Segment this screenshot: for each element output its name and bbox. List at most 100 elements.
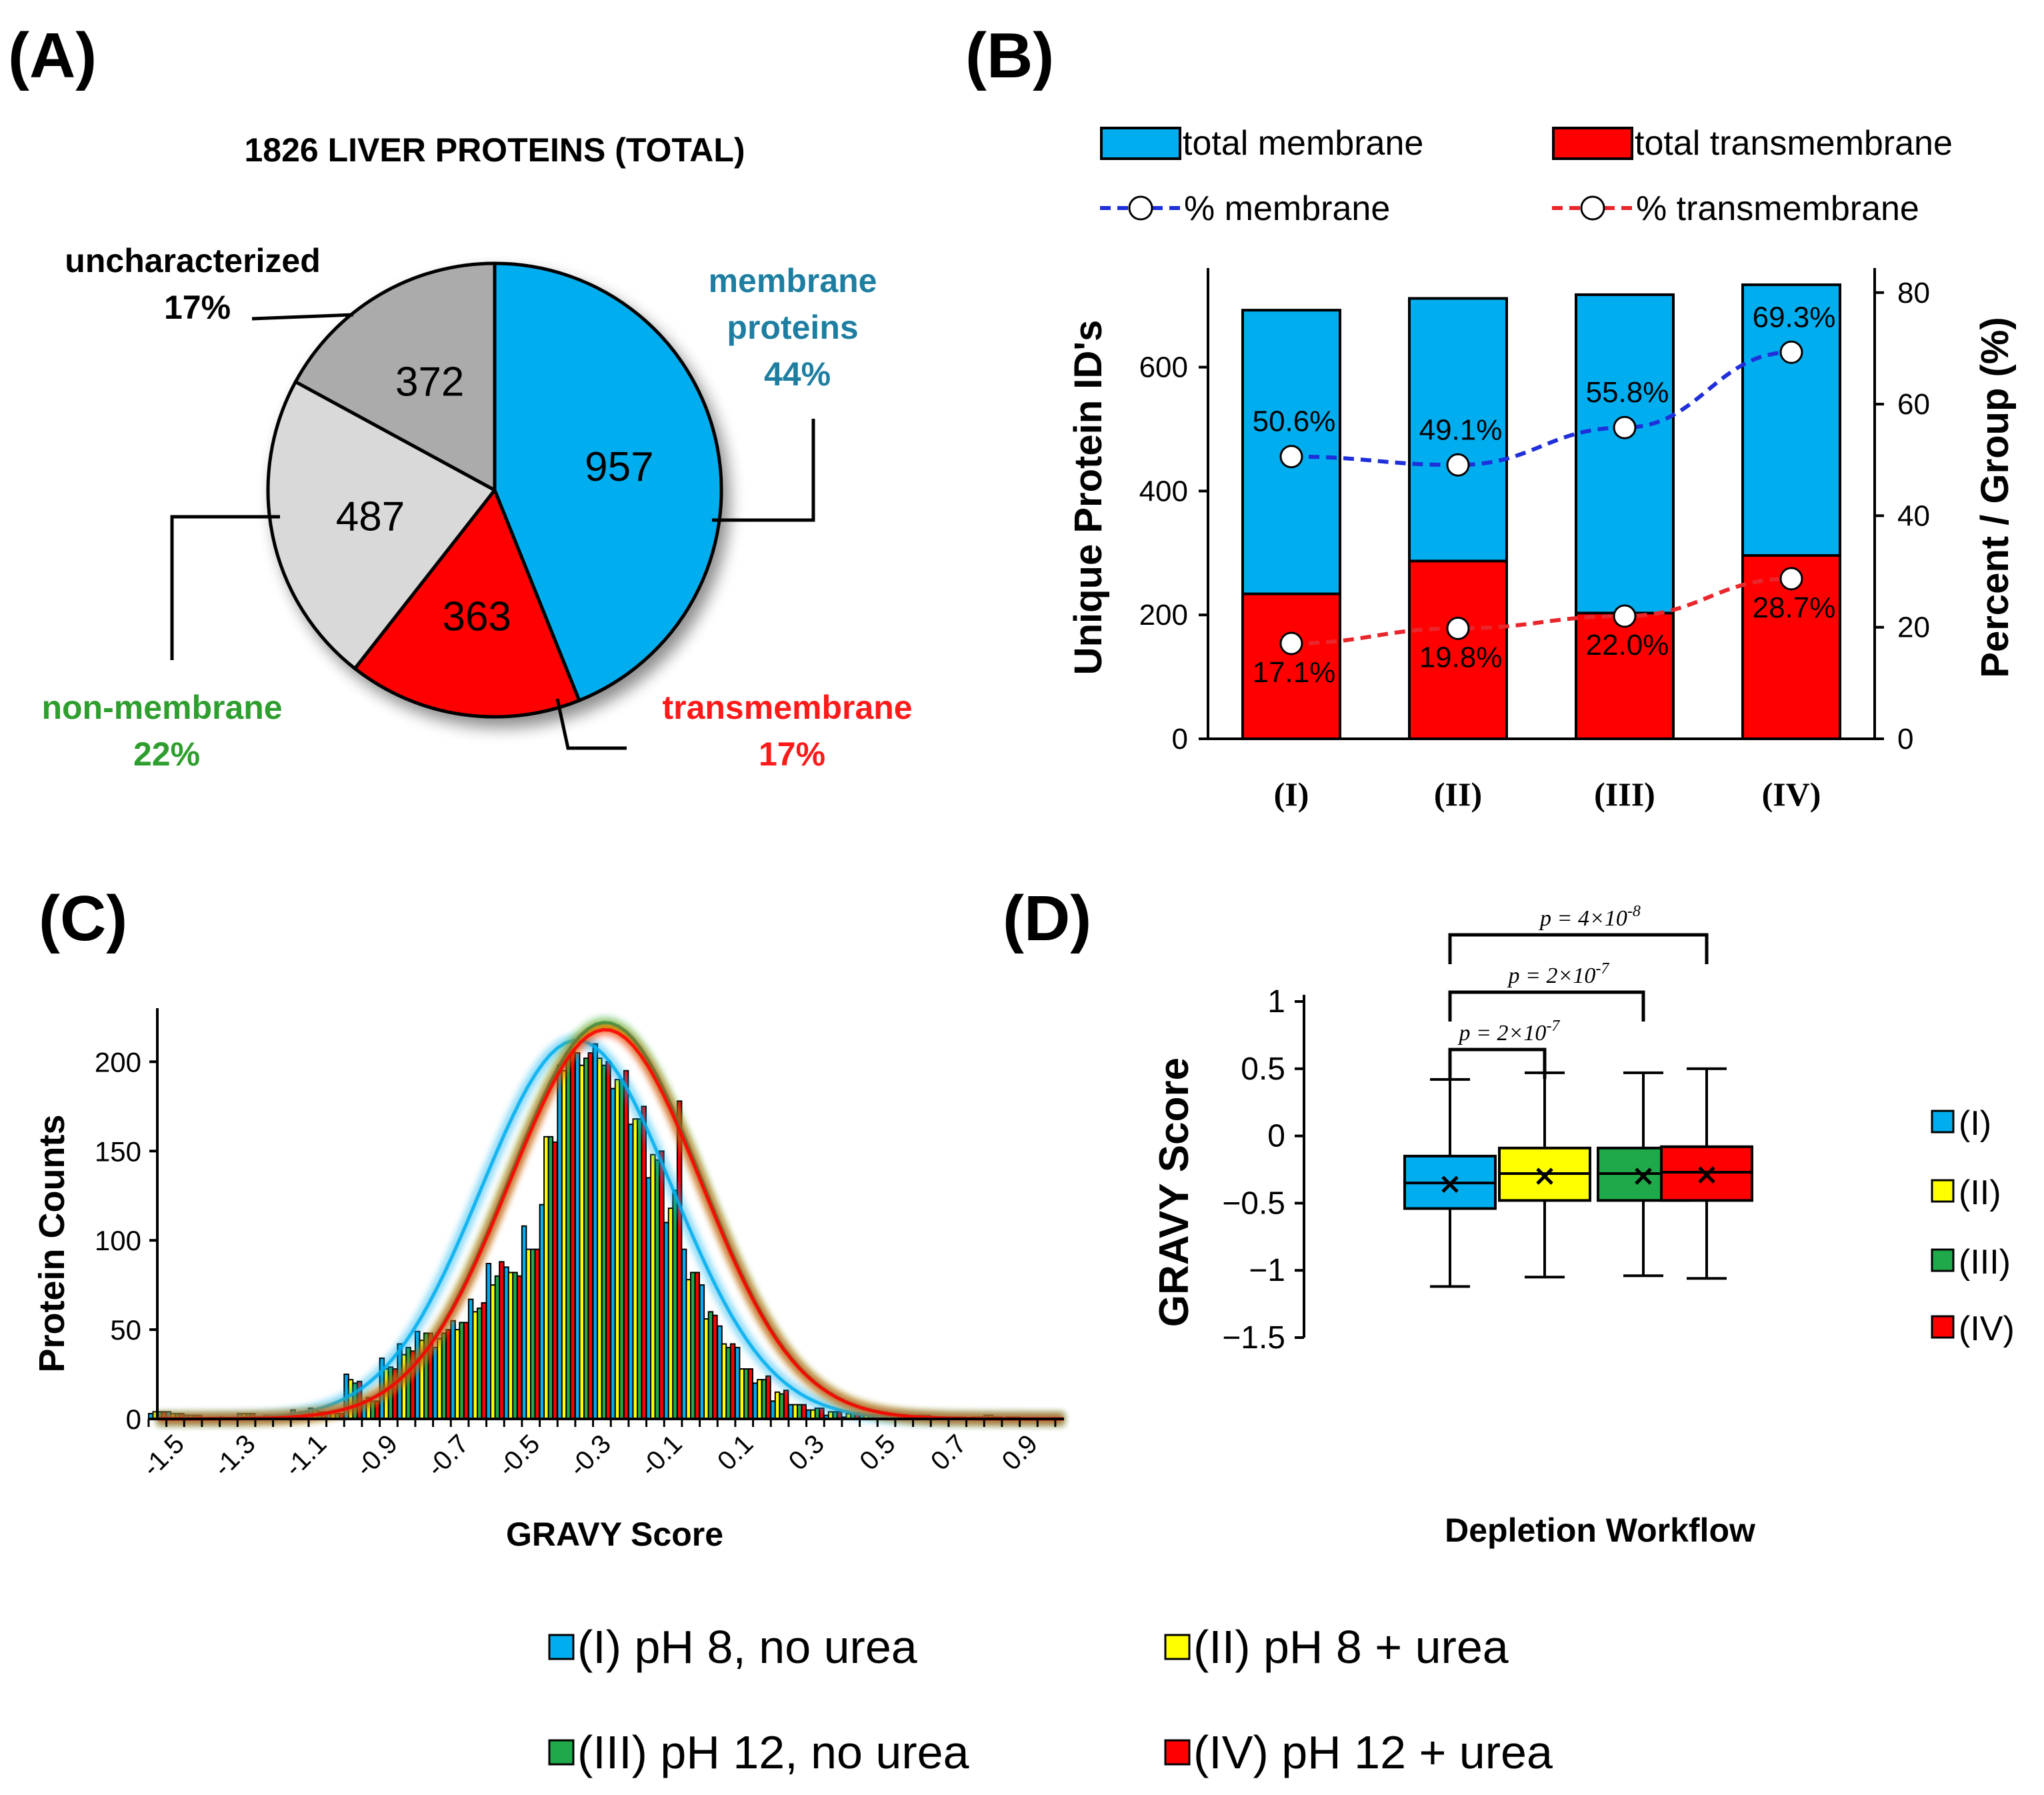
c-xtick-label: -0.7 — [421, 1429, 475, 1482]
c-xtick-label: -0.1 — [635, 1429, 688, 1482]
hist-bar-IV — [712, 1314, 718, 1420]
hist-bar-I — [414, 1330, 421, 1420]
hist-bar-II — [810, 1409, 816, 1420]
pie-slice-uncharacterized — [293, 261, 497, 492]
point--membrane-1 — [1446, 453, 1470, 477]
workflow-legend-swatch-IV — [1164, 1739, 1191, 1766]
workflow-legend: (I) pH 8, no urea (II) pH 8 + urea (III)… — [548, 1621, 1553, 1778]
hist-bar-III — [459, 1322, 465, 1420]
b-ytick-label-right: 20 — [1897, 611, 1930, 644]
panel-d-xlabel: Depletion Workflow — [1445, 1512, 1755, 1549]
legend-label-pct-membrane: % membrane — [1184, 189, 1390, 228]
b-category-label: (III) — [1594, 775, 1655, 813]
hist-bar-I — [521, 1225, 527, 1420]
c-ytick-label: 150 — [95, 1136, 141, 1167]
hist-bar-I — [787, 1404, 794, 1420]
d-legend-swatch-II — [1931, 1179, 1955, 1203]
panel-a-letter: (A) — [8, 20, 97, 91]
d-legend-swatch-IV — [1931, 1315, 1955, 1339]
hist-bar-III — [619, 1079, 625, 1420]
mean-marker-I — [1441, 1176, 1459, 1193]
bar-total-transmembrane-1 — [1408, 559, 1508, 740]
d-legend-label-I: (I) — [1959, 1104, 1991, 1143]
c-xtick-label: -1.3 — [208, 1429, 261, 1482]
hist-bar-IV — [516, 1275, 523, 1420]
workflow-legend-swatch-II — [1164, 1634, 1191, 1660]
significance-bracket — [1448, 1048, 1547, 1079]
legend-label-pct-transmembrane: % transmembrane — [1636, 189, 1919, 228]
b-ytick-label: 400 — [1139, 475, 1188, 507]
workflow-legend-swatch-I — [548, 1634, 575, 1660]
hist-bar-III — [405, 1346, 411, 1420]
panel-d-legend: (I) (II) (III) (IV) — [1931, 1104, 2015, 1348]
pie-title: 1826 LIVER PROTEINS (TOTAL) — [244, 131, 745, 169]
mean-marker-II — [1536, 1168, 1553, 1185]
panel-d-axes: 1 0.5 0 −0.5 −1 −1.5 — [1222, 984, 1305, 1356]
panel-d-ylabel: GRAVY Score — [1151, 1058, 1197, 1327]
d-legend-label-IV: (IV) — [1959, 1310, 2015, 1348]
c-xtick-label: 0.9 — [997, 1429, 1043, 1476]
d-legend-label-III: (III) — [1959, 1243, 2011, 1282]
d-ytick-label: 0.5 — [1241, 1052, 1285, 1087]
workflow-legend-label-III: (III) pH 12, no urea — [577, 1726, 969, 1778]
hist-bar-IV — [445, 1329, 451, 1420]
workflow-legend-label-IV: (IV) pH 12 + urea — [1193, 1726, 1553, 1778]
mean-marker-III — [1635, 1168, 1652, 1185]
point-label: 55.8% — [1586, 376, 1669, 409]
hist-bar-III — [672, 1190, 678, 1420]
line--transmembrane — [1291, 576, 1792, 645]
leader-transmembrane — [555, 698, 627, 750]
point--membrane-3 — [1779, 340, 1803, 364]
bar-total-transmembrane-2 — [1575, 611, 1675, 741]
hist-bar-III — [512, 1272, 518, 1420]
callout-nonmembrane: non-membrane 22% — [41, 689, 291, 773]
hist-bar-IV — [623, 1070, 629, 1420]
fit-curve-IV — [157, 1028, 1064, 1421]
panel-b-ylabel: Unique Protein ID's — [1067, 320, 1110, 675]
c-ytick-label: 100 — [95, 1225, 141, 1256]
c-ytick-label: 200 — [95, 1046, 141, 1078]
hist-bar-IV — [659, 1150, 665, 1420]
p-value-label: p = 2×10-7 — [1458, 1018, 1561, 1046]
hist-bar-II — [437, 1338, 443, 1420]
hist-bar-II — [490, 1284, 496, 1420]
hist-bar-IV — [499, 1261, 505, 1420]
pie-value-labels: 957 363 487 372 — [336, 359, 654, 639]
legend-swatch-total-membrane — [1100, 127, 1181, 160]
legend-label-total-membrane: total membrane — [1183, 124, 1423, 163]
workflow-legend-label-I: (I) pH 8, no urea — [577, 1621, 917, 1673]
point-label: 49.1% — [1419, 413, 1503, 446]
workflow-legend-label-II: (II) pH 8 + urea — [1193, 1621, 1509, 1673]
bar-total-transmembrane-0 — [1241, 592, 1341, 741]
legend-marker-pct-membrane — [1128, 195, 1153, 221]
c-xtick-label: -1.5 — [137, 1429, 190, 1482]
point--transmembrane-0 — [1279, 631, 1303, 655]
hist-bar-IV — [641, 1106, 647, 1420]
hist-bar-IV — [729, 1343, 736, 1420]
b-ytick-label-right: 80 — [1897, 277, 1930, 309]
panel-c-letter: (C) — [39, 883, 127, 954]
pie-leader-lines — [170, 313, 815, 750]
c-xtick-label: -0.3 — [563, 1429, 617, 1482]
hist-bar-III — [725, 1346, 731, 1420]
hist-bar-II — [703, 1318, 709, 1420]
p-value-base: p = 2×10 — [1507, 964, 1596, 988]
panel-b-legend: total membrane total transmembrane % mem… — [1100, 124, 1953, 228]
p-value-label: p = 4×10-8 — [1539, 903, 1641, 931]
pie-slice-non-membrane — [266, 380, 497, 671]
c-xtick-label: -0.5 — [493, 1429, 546, 1482]
hist-bar-II — [543, 1136, 549, 1420]
pie — [266, 261, 723, 719]
d-ytick-label: −1.5 — [1222, 1320, 1285, 1356]
b-ytick-label-right: 40 — [1897, 499, 1930, 532]
line--membrane — [1291, 350, 1792, 467]
c-xtick-label: -0.9 — [350, 1429, 403, 1482]
mean-marker-IV — [1698, 1166, 1715, 1184]
d-legend-swatch-I — [1931, 1110, 1955, 1134]
leader-nonmembrane — [170, 515, 280, 660]
legend-marker-pct-transmembrane — [1580, 195, 1605, 221]
pie-slice-membrane-proteins — [493, 261, 723, 702]
panel-d-letter: (D) — [1003, 883, 1091, 954]
hist-bar-II — [597, 1058, 603, 1420]
